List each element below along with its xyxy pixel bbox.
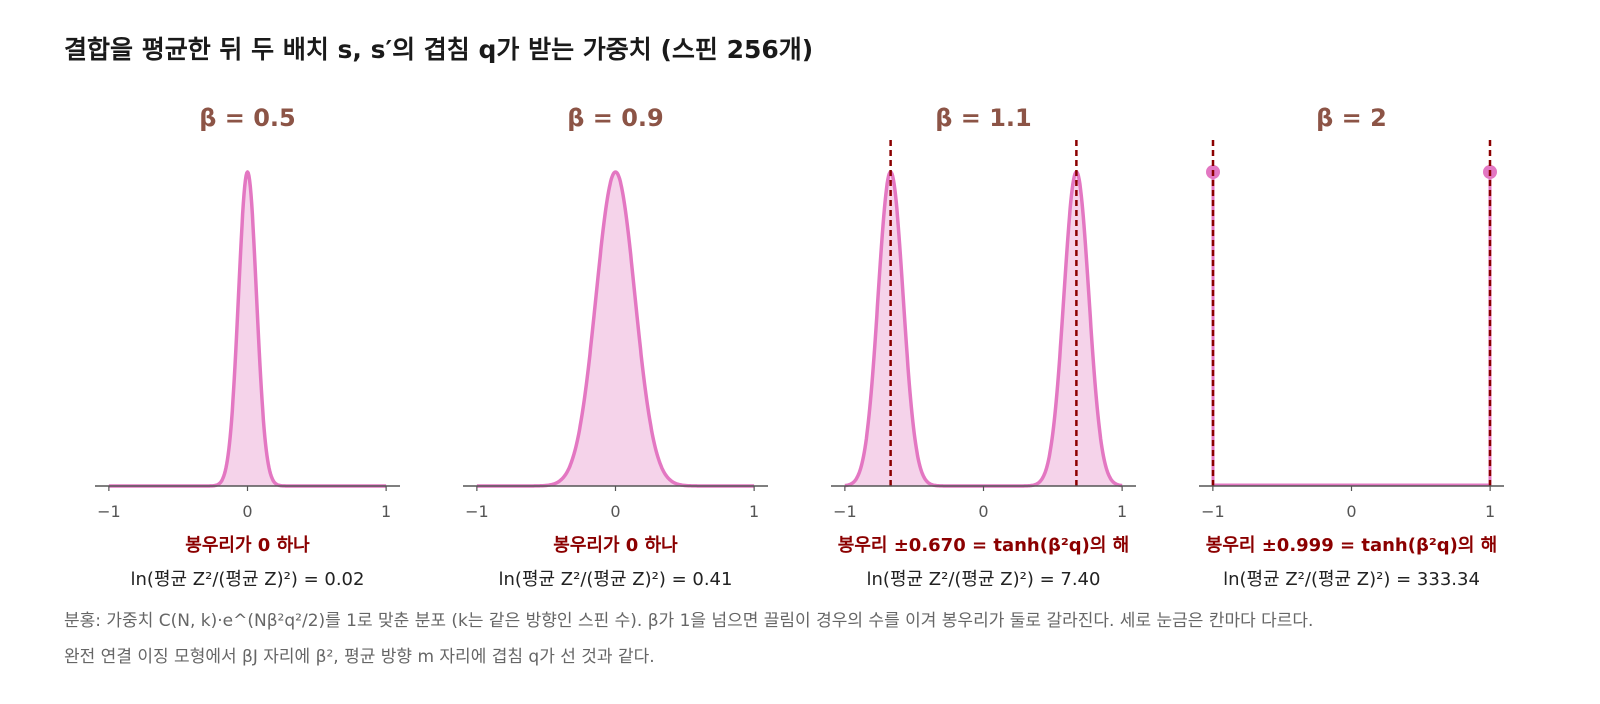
ln-ratio-label-3: ln(평균 Z²/(평균 Z)²) = 7.40 <box>867 569 1101 590</box>
density-fill-3 <box>844 172 1123 486</box>
caption-line-2: 완전 연결 이징 모형에서 βJ 자리에 β², 평균 방향 m 자리에 겹침 … <box>64 647 655 667</box>
x-tick-label-1-1: −1 <box>97 502 121 521</box>
panel-title-3: β = 1.1 <box>935 104 1032 132</box>
ln-ratio-label-4: ln(평균 Z²/(평균 Z)²) = 333.34 <box>1223 569 1480 590</box>
x-tick-label-2-1: −1 <box>465 502 489 521</box>
x-tick-label-2-3: 1 <box>749 502 759 521</box>
x-tick-label-3-2: 0 <box>978 502 988 521</box>
density-fill-2 <box>476 172 755 486</box>
panel-title-2: β = 0.9 <box>567 104 664 132</box>
peak-label-3: 봉우리 ±0.670 = tanh(β²q)의 해 <box>838 535 1129 556</box>
peak-label-1: 봉우리가 0 하나 <box>185 535 310 556</box>
density-fill-1 <box>108 172 387 486</box>
x-tick-label-3-1: −1 <box>833 502 857 521</box>
ln-ratio-label-2: ln(평균 Z²/(평균 Z)²) = 0.41 <box>499 569 733 590</box>
x-tick-label-2-2: 0 <box>610 502 620 521</box>
x-tick-label-4-2: 0 <box>1346 502 1356 521</box>
panel-title-4: β = 2 <box>1316 104 1387 132</box>
chart-panels: β = 0.5 −1 0 1 봉우리가 0 하나 ln(평균 Z²/(평균 Z)²) = … <box>95 104 1504 590</box>
x-tick-label-4-1: −1 <box>1201 502 1225 521</box>
x-tick-label-4-3: 1 <box>1485 502 1495 521</box>
ln-ratio-label-1: ln(평균 Z²/(평균 Z)²) = 0.02 <box>131 569 365 590</box>
peak-label-2: 봉우리가 0 하나 <box>553 535 678 556</box>
peak-label-4: 봉우리 ±0.999 = tanh(β²q)의 해 <box>1206 535 1497 556</box>
panel-title-1: β = 0.5 <box>199 104 296 132</box>
chart-title: 결합을 평균한 뒤 두 배치 s, s′의 겹침 q가 받는 가중치 (스핀 2… <box>64 35 814 64</box>
x-tick-label-1-3: 1 <box>381 502 391 521</box>
x-tick-label-3-3: 1 <box>1117 502 1127 521</box>
caption-line-1: 분홍: 가중치 C(N, k)·e^(Nβ²q²/2)를 1로 맞춘 분포 (k… <box>64 611 1314 631</box>
x-tick-label-1-2: 0 <box>242 502 252 521</box>
